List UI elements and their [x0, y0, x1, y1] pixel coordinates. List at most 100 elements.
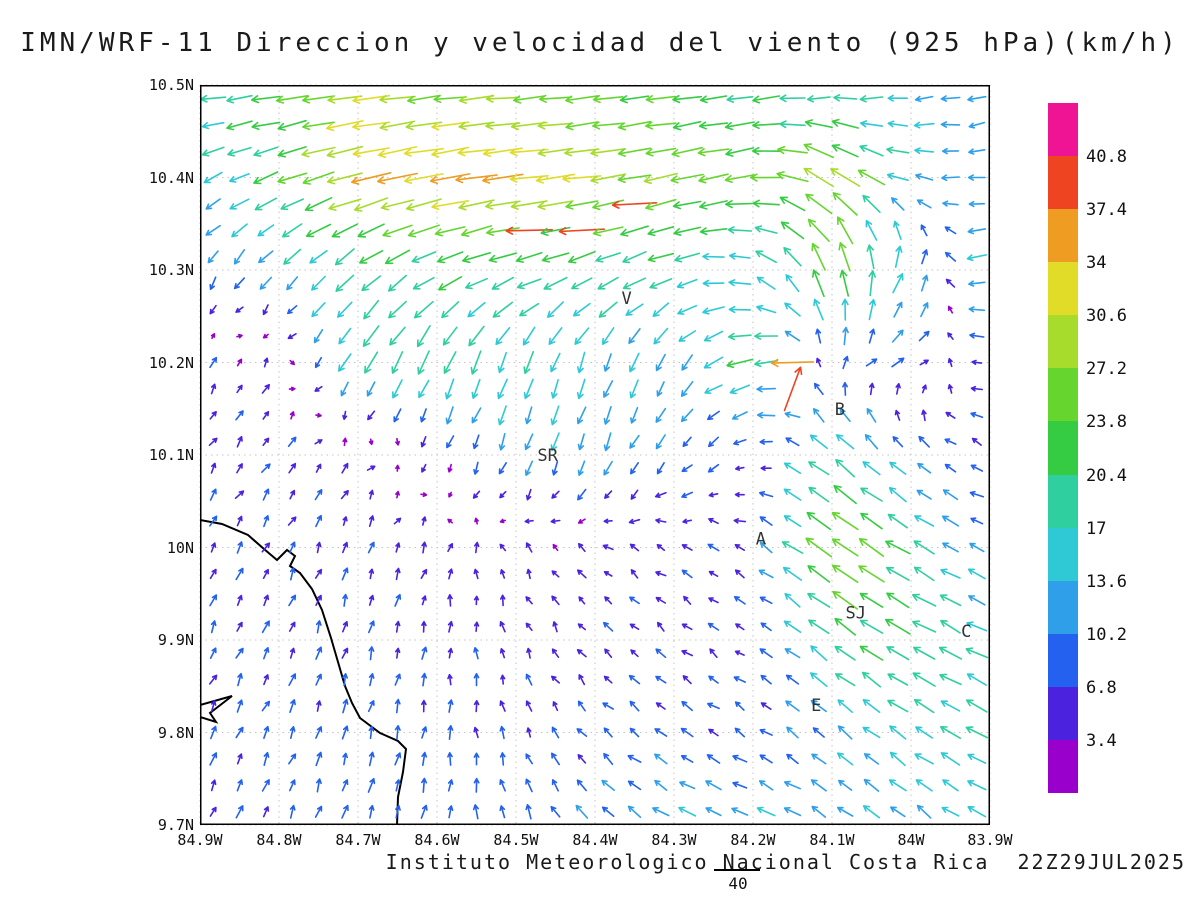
- wind-arrow: [351, 172, 392, 185]
- wind-arrow: [894, 409, 901, 421]
- wind-arrow: [421, 751, 428, 766]
- y-tick-label: 9.7N: [157, 816, 194, 834]
- wind-arrow: [758, 569, 774, 579]
- wind-arrow: [262, 304, 269, 316]
- wind-arrow: [287, 436, 297, 447]
- wind-arrow: [603, 460, 613, 476]
- wind-arrow: [759, 596, 773, 605]
- wind-arrow: [407, 94, 441, 104]
- wind-arrow: [447, 518, 453, 524]
- wind-arrow: [510, 121, 548, 131]
- wind-arrow: [645, 147, 677, 157]
- wind-arrow: [209, 806, 217, 817]
- wind-arrow: [754, 225, 778, 234]
- wind-arrow: [513, 95, 546, 104]
- wind-arrow: [539, 94, 572, 103]
- wind-arrow: [643, 172, 678, 185]
- wind-arrow: [681, 491, 694, 499]
- wind-arrow: [458, 121, 495, 131]
- wind-arrow: [287, 305, 298, 315]
- wind-arrow: [698, 173, 729, 184]
- wind-arrow: [837, 216, 854, 245]
- wind-arrow: [865, 358, 878, 367]
- wind-arrow: [262, 333, 269, 339]
- wind-arrow: [209, 594, 218, 607]
- wind-arrow: [341, 725, 349, 740]
- wind-arrow: [363, 299, 380, 320]
- wind-arrow: [628, 328, 641, 344]
- wind-arrow: [598, 301, 618, 318]
- wind-arrow: [965, 726, 989, 739]
- wind-arrow: [834, 617, 856, 636]
- wind-arrow: [709, 648, 718, 659]
- wind-arrow: [866, 408, 877, 423]
- wind-arrow: [776, 171, 809, 183]
- wind-arrow: [315, 514, 323, 528]
- reference-vector-line: [714, 869, 760, 871]
- wind-arrow: [921, 249, 929, 265]
- wind-arrow: [315, 620, 322, 634]
- wind-arrow: [289, 411, 295, 420]
- wind-arrow: [524, 406, 533, 425]
- wind-arrow: [405, 198, 442, 212]
- wind-arrow: [734, 544, 745, 551]
- wind-arrow: [733, 676, 746, 683]
- wind-arrow: [361, 275, 381, 292]
- wind-arrow: [289, 779, 296, 792]
- wind-arrow: [942, 200, 959, 207]
- wind-arrow: [341, 462, 349, 474]
- wind-arrow: [209, 674, 218, 685]
- wind-arrow: [568, 251, 596, 264]
- wind-arrow: [783, 807, 802, 817]
- wind-arrow: [731, 807, 749, 816]
- wind-arrow: [342, 593, 348, 607]
- wind-arrow: [263, 674, 269, 686]
- wind-arrow: [379, 120, 416, 131]
- wind-arrow: [918, 330, 930, 342]
- wind-arrow: [920, 224, 928, 237]
- wind-arrow: [759, 438, 773, 445]
- wind-arrow: [735, 465, 745, 471]
- wind-arrow: [603, 406, 612, 425]
- wind-arrow: [388, 274, 407, 292]
- wind-arrow: [499, 725, 506, 740]
- wind-arrow: [525, 700, 533, 712]
- wind-arrow: [968, 148, 986, 155]
- wind-arrow: [620, 225, 649, 237]
- wind-arrow: [859, 144, 884, 157]
- wind-arrow: [732, 754, 748, 763]
- wind-arrow: [516, 278, 542, 290]
- wind-arrow: [676, 278, 698, 289]
- wind-vectors: [200, 94, 989, 820]
- wind-arrow: [236, 358, 243, 367]
- wind-arrow: [447, 620, 454, 633]
- wind-arrow: [281, 223, 303, 238]
- wind-arrow: [313, 329, 324, 344]
- wind-arrow: [447, 699, 454, 713]
- plot-border: [200, 85, 990, 825]
- wind-arrow: [916, 199, 932, 209]
- wind-arrow: [837, 725, 853, 740]
- wind-arrow: [833, 485, 857, 505]
- wind-arrow: [384, 249, 411, 265]
- wind-arrow: [288, 386, 296, 392]
- wind-arrow: [603, 518, 613, 524]
- wind-arrow: [340, 381, 349, 397]
- wind-arrow: [342, 410, 348, 420]
- wind-arrow: [577, 700, 586, 712]
- wind-arrow: [229, 198, 250, 210]
- wind-arrow: [277, 172, 308, 184]
- wind-arrow: [913, 699, 935, 714]
- wind-arrow: [705, 780, 722, 791]
- wind-arrow: [537, 121, 574, 130]
- wind-arrow: [523, 350, 535, 375]
- y-tick-label: 10.4N: [148, 168, 194, 187]
- wind-arrow: [729, 384, 750, 395]
- wind-arrow: [947, 332, 954, 340]
- wind-arrow: [724, 121, 755, 131]
- wind-arrow: [912, 593, 937, 607]
- wind-arrow: [210, 725, 217, 740]
- wind-arrow: [420, 804, 428, 819]
- wind-arrow: [590, 173, 627, 184]
- wind-arrow: [328, 198, 362, 211]
